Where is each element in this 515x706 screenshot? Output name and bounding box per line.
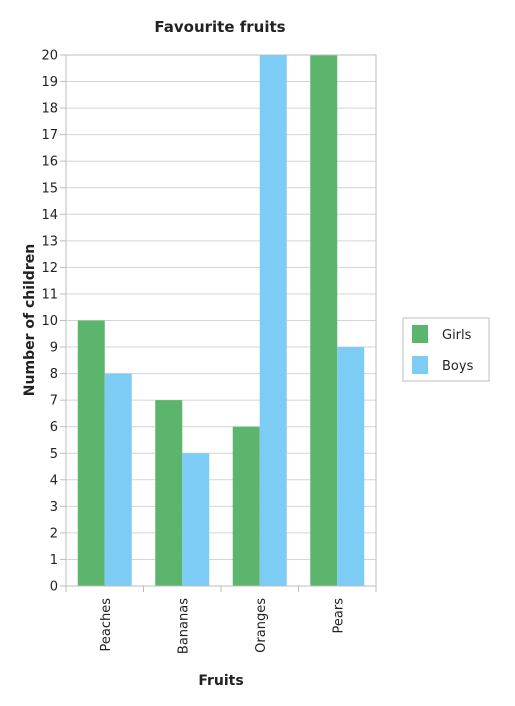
y-tick-label: 12	[41, 261, 58, 276]
y-tick-label: 17	[41, 128, 58, 143]
y-axis-title: Number of children	[22, 244, 38, 396]
bar-boys-bananas	[182, 453, 210, 586]
y-tick-label: 13	[41, 234, 58, 249]
y-tick-label: 18	[41, 102, 58, 117]
x-axis-title: Fruits	[198, 673, 243, 689]
legend: Girls Boys	[402, 317, 490, 382]
y-tick-label: 10	[41, 314, 58, 329]
y-tick-label: 5	[50, 447, 58, 462]
x-axis-ticks: Peaches Bananas Oranges Pears	[65, 586, 377, 654]
y-tick-label: 20	[41, 49, 58, 64]
y-tick-label: 9	[50, 341, 58, 356]
bar-girls-bananas	[155, 400, 183, 586]
legend-swatch-boys	[412, 356, 428, 374]
y-tick-label: 1	[50, 553, 58, 568]
y-tick-label: 4	[50, 473, 58, 488]
y-tick-label: 8	[50, 367, 58, 382]
bars	[77, 55, 365, 586]
y-tick-label: 0	[50, 580, 58, 595]
y-tick-label: 7	[50, 394, 58, 409]
bar-girls-oranges	[232, 426, 260, 586]
y-tick-label: 14	[41, 208, 58, 223]
y-tick-label: 16	[41, 155, 58, 170]
legend-swatch-girls	[412, 325, 428, 343]
legend-label-boys: Boys	[442, 359, 474, 374]
y-tick-label: 11	[41, 287, 58, 302]
y-tick-label: 3	[50, 500, 58, 515]
bar-girls-peaches	[77, 320, 105, 586]
y-tick-label: 15	[41, 181, 58, 196]
y-tick-label: 2	[50, 526, 58, 541]
bar-boys-peaches	[104, 373, 132, 586]
y-tick-label: 19	[41, 75, 58, 90]
x-tick-label: Peaches	[99, 598, 114, 652]
x-tick-label: Bananas	[176, 598, 191, 654]
x-tick-label: Pears	[331, 598, 346, 634]
bar-boys-oranges	[259, 55, 287, 586]
bar-boys-pears	[337, 347, 365, 586]
legend-label-girls: Girls	[442, 328, 472, 343]
x-tick-label: Oranges	[254, 598, 269, 653]
bar-girls-pears	[310, 55, 338, 586]
chart-title: Favourite fruits	[154, 18, 285, 36]
y-tick-label: 6	[50, 420, 58, 435]
